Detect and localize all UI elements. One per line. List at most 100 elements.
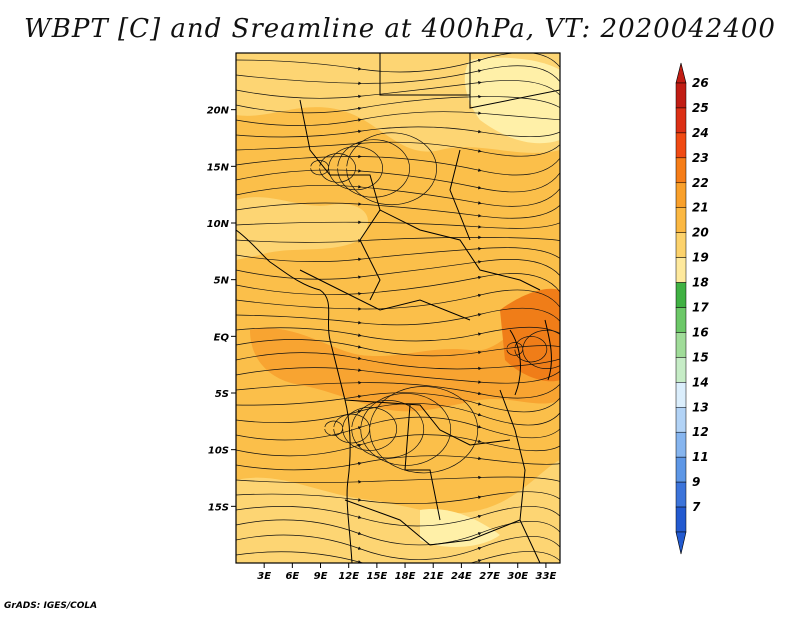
x-axis: 3E 6E 9E 12E 15E 18E 21E 24E 27E 30E 33E [257, 563, 556, 582]
colorbar-label: 11 [692, 450, 709, 464]
colorbar-swatch [675, 257, 687, 283]
colorbar-bottom-arrow [675, 531, 687, 555]
streamline [236, 220, 560, 229]
x-tick-label: 24E [451, 571, 472, 582]
y-tick-label: 15S [208, 502, 229, 513]
chart-title: WBPT [C] and Sreamline at 400hPa, VT: 20… [24, 14, 776, 44]
streamline [236, 289, 560, 311]
streamline [236, 519, 560, 546]
streamline [236, 416, 560, 441]
streamline [236, 551, 560, 563]
x-tick-label: 6E [285, 571, 299, 582]
streamline [319, 153, 356, 183]
colorbar-label: 7 [692, 500, 701, 514]
streamline [236, 141, 560, 157]
y-tick-label: 5N [214, 276, 230, 287]
streamline [236, 392, 560, 413]
y-tick-label: EQ [214, 332, 230, 343]
streamline [236, 94, 560, 114]
streamline [514, 336, 548, 363]
colorbar-label: 18 [692, 276, 709, 290]
y-tick-label: 20N [207, 106, 230, 117]
streamline [337, 139, 410, 198]
colorbar-swatch [675, 382, 687, 408]
colorbar-label: 25 [692, 101, 709, 115]
colorbar-swatch [675, 332, 687, 358]
colorbar-swatch [675, 407, 687, 433]
streamline [369, 386, 479, 474]
x-tick-label: 33E [536, 571, 557, 582]
streamline [346, 132, 437, 206]
x-tick-label: 9E [314, 571, 328, 582]
streamline [236, 246, 560, 262]
wbpt-low-region [236, 197, 369, 260]
y-axis: 20N 15N 10N 5N EQ 5S 10S 15S [207, 106, 236, 513]
country-borders [236, 53, 560, 563]
streamline [236, 307, 560, 326]
streamline [310, 160, 329, 176]
streamline [236, 403, 560, 426]
streamline [236, 455, 560, 471]
streamline [236, 154, 560, 176]
streamline [236, 326, 560, 342]
x-tick-label: 15E [366, 571, 387, 582]
streamline [360, 393, 452, 466]
streamline [351, 400, 425, 459]
colorbar-label: 19 [692, 251, 709, 265]
streamline [236, 126, 560, 138]
colorbar-label: 23 [692, 151, 709, 165]
colorbar-label: 26 [692, 76, 709, 90]
plot-frame [235, 52, 561, 564]
y-tick-label: 10S [208, 446, 229, 457]
streamline [236, 475, 560, 484]
colorbar-label: 14 [692, 375, 709, 389]
colorbar-label: 20 [692, 226, 709, 240]
colorbar-swatch [675, 107, 687, 134]
x-tick-label: 21E [423, 571, 444, 582]
colorbar-swatch [675, 157, 687, 184]
x-tick-label: 27E [479, 571, 500, 582]
y-tick-label: 5S [215, 389, 229, 400]
wbpt-pale-region [464, 57, 560, 144]
x-tick-label: 3E [257, 571, 271, 582]
colorbar-label: 9 [692, 475, 700, 489]
streamline [522, 329, 560, 369]
credit-label: GrADS: IGES/COLA [4, 601, 98, 611]
colorbar-label: 22 [692, 176, 709, 190]
colorbar-label: 13 [692, 400, 709, 414]
colorbar-swatch [675, 132, 687, 159]
streamline [506, 342, 524, 356]
streamline [236, 202, 560, 219]
colorbar-label: 21 [692, 201, 709, 215]
streamline [236, 111, 560, 126]
streamline [236, 169, 560, 193]
colorbar-swatch [675, 357, 687, 383]
colorbar-swatch [675, 506, 687, 533]
colorbar-swatch [675, 456, 687, 483]
colorbar-swatch [675, 307, 687, 333]
map-field [236, 53, 560, 563]
colorbar-top-arrow [675, 62, 687, 84]
streamlines [236, 53, 560, 563]
colorbar-swatch [675, 232, 687, 258]
streamline [342, 406, 398, 451]
x-tick-label: 18E [395, 571, 416, 582]
streamline [236, 235, 560, 243]
colorbar-label: 17 [692, 301, 709, 315]
streamline [236, 380, 560, 399]
colorbar-swatch [675, 82, 687, 109]
colorbar-swatch [675, 207, 687, 233]
streamline [236, 185, 560, 207]
y-tick-label: 15N [207, 162, 230, 173]
streamline [236, 339, 560, 357]
streamline [236, 367, 560, 384]
colorbar-label: 12 [692, 425, 709, 439]
colorbar-label: 15 [692, 350, 709, 364]
x-tick-label: 12E [338, 571, 359, 582]
streamline [236, 491, 560, 505]
colorbar-swatch [675, 182, 687, 208]
y-tick-label: 10N [207, 219, 230, 230]
colorbar-label: 24 [692, 126, 709, 140]
colorbar: 26 25 24 23 22 21 20 19 18 17 16 15 14 13 12 11 9 7 [675, 62, 709, 555]
